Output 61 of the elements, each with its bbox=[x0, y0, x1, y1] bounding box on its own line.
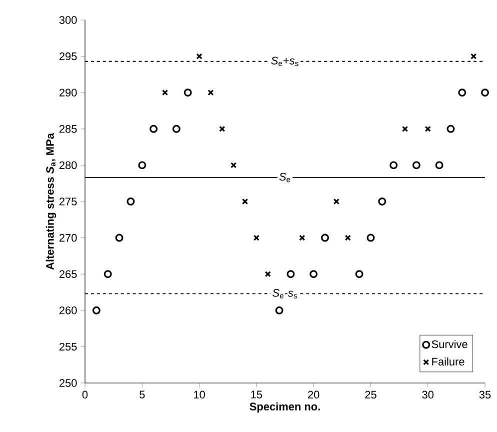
point bbox=[172, 124, 180, 133]
x-tick-label: 5 bbox=[140, 390, 145, 398]
point bbox=[446, 124, 455, 133]
y-tick-label: 265 bbox=[59, 270, 77, 278]
point bbox=[138, 161, 146, 170]
point bbox=[115, 234, 124, 242]
x-tick-label: 25 bbox=[365, 390, 376, 399]
point bbox=[104, 270, 112, 278]
point bbox=[355, 270, 364, 278]
point bbox=[230, 162, 237, 168]
y-axis-title: Alternating stress S$_{a}$, MPa bbox=[46, 132, 56, 270]
x-tick-label: 0 bbox=[82, 390, 88, 399]
point bbox=[402, 126, 408, 132]
x-tick-label: 20 bbox=[308, 390, 320, 399]
x-tick-label: 30 bbox=[422, 390, 434, 399]
point bbox=[412, 161, 420, 170]
y-tick-label: 295 bbox=[59, 52, 77, 60]
point bbox=[390, 161, 398, 170]
point bbox=[481, 88, 489, 97]
point bbox=[435, 161, 444, 170]
point bbox=[264, 271, 271, 278]
ref-line-label: S$_{e}$ bbox=[279, 172, 290, 182]
point bbox=[208, 90, 214, 96]
y-tick-label: 270 bbox=[59, 234, 77, 242]
y-tick-label: 285 bbox=[59, 125, 77, 133]
point bbox=[333, 198, 340, 205]
point bbox=[162, 90, 168, 96]
point bbox=[253, 234, 260, 241]
point bbox=[196, 53, 202, 60]
x-tick-label: 10 bbox=[194, 390, 205, 399]
y-tick-label: 280 bbox=[59, 161, 77, 170]
point bbox=[310, 270, 318, 278]
point bbox=[242, 198, 248, 205]
point bbox=[321, 234, 329, 242]
x-tick-label: 35 bbox=[479, 390, 491, 399]
point bbox=[286, 270, 295, 278]
y-tick-label: 250 bbox=[59, 379, 77, 387]
point bbox=[458, 88, 466, 97]
y-tick-label: 275 bbox=[59, 198, 77, 206]
point bbox=[424, 126, 431, 132]
ref-line-label: S$_{e}$+s$_{s}$ bbox=[271, 56, 298, 66]
legend-label: Failure bbox=[432, 357, 464, 366]
y-tick-label: 260 bbox=[59, 306, 77, 314]
y-tick-label: 290 bbox=[59, 88, 77, 96]
point bbox=[470, 53, 477, 60]
point bbox=[366, 234, 375, 242]
y-tick-label: 255 bbox=[59, 342, 77, 351]
legend-label: Survive bbox=[432, 340, 468, 348]
point bbox=[299, 234, 306, 241]
point bbox=[150, 124, 158, 133]
point bbox=[126, 198, 135, 206]
y-tick-label: 300 bbox=[59, 16, 77, 24]
point bbox=[275, 306, 284, 314]
point bbox=[219, 126, 226, 132]
x-axis-title: Specimen no. bbox=[250, 402, 320, 413]
point bbox=[378, 198, 386, 206]
point bbox=[344, 234, 351, 241]
point bbox=[92, 306, 100, 314]
ref-line-label: S$_{e}$-s$_{s}$ bbox=[272, 289, 297, 298]
x-tick-label: 15 bbox=[251, 390, 262, 398]
point bbox=[184, 88, 192, 97]
